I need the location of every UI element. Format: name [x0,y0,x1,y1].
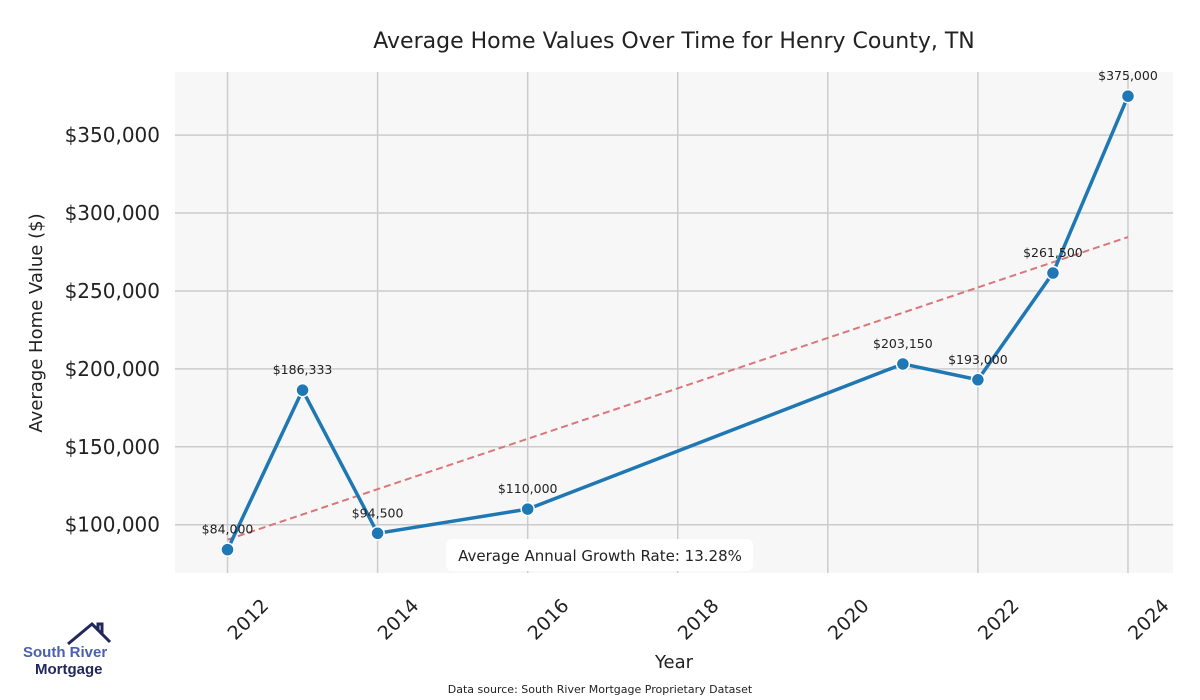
data-point [970,372,986,388]
x-tick-label: 2024 [1124,595,1174,645]
data-point [520,501,535,517]
y-tick-label: $250,000 [65,279,160,303]
south-river-mortgage-logo: South River Mortgage [20,620,120,680]
data-point [895,356,911,372]
data-label: $94,500 [352,505,404,520]
x-tick-label: 2014 [374,595,424,645]
house-roof-icon [67,621,112,646]
data-label: $375,000 [1098,68,1158,83]
y-axis-label: Average Home Value ($) [26,213,47,432]
chart-title: Average Home Values Over Time for Henry … [373,29,974,54]
data-label: $110,000 [498,481,558,496]
y-tick-label: $350,000 [65,123,160,147]
x-tick-label: 2016 [524,595,574,645]
series-line [225,95,1130,551]
growth-rate-annotation: Average Annual Growth Rate: 13.28% [458,547,742,565]
trend-line [227,236,1129,541]
logo-line1: South River [23,644,108,661]
y-tick-label: $300,000 [65,201,160,225]
growth-rate-box [446,539,753,571]
data-label: $203,150 [873,336,933,351]
data-point [295,382,310,398]
x-tick-label: 2020 [824,595,874,645]
x-axis-label: Year [654,652,694,673]
y-tick-label: $150,000 [65,435,160,459]
x-tick-label: 2012 [224,595,274,645]
data-point [370,526,385,541]
y-tick-label: $200,000 [65,357,160,381]
data-point [1120,88,1136,104]
logo-line2: Mortgage [35,661,103,678]
data-point [1045,265,1061,281]
x-tick-label: 2022 [974,595,1024,645]
data-label: $186,333 [273,362,333,377]
data-label: $193,000 [948,352,1008,367]
plot-area [175,72,1173,573]
x-tick-label: 2018 [674,595,724,645]
data-point [220,542,235,557]
data-label: $84,000 [202,522,254,537]
data-label: $261,500 [1023,245,1083,260]
y-tick-label: $100,000 [65,513,160,537]
data-source-note: Data source: South River Mortgage Propri… [448,683,753,696]
